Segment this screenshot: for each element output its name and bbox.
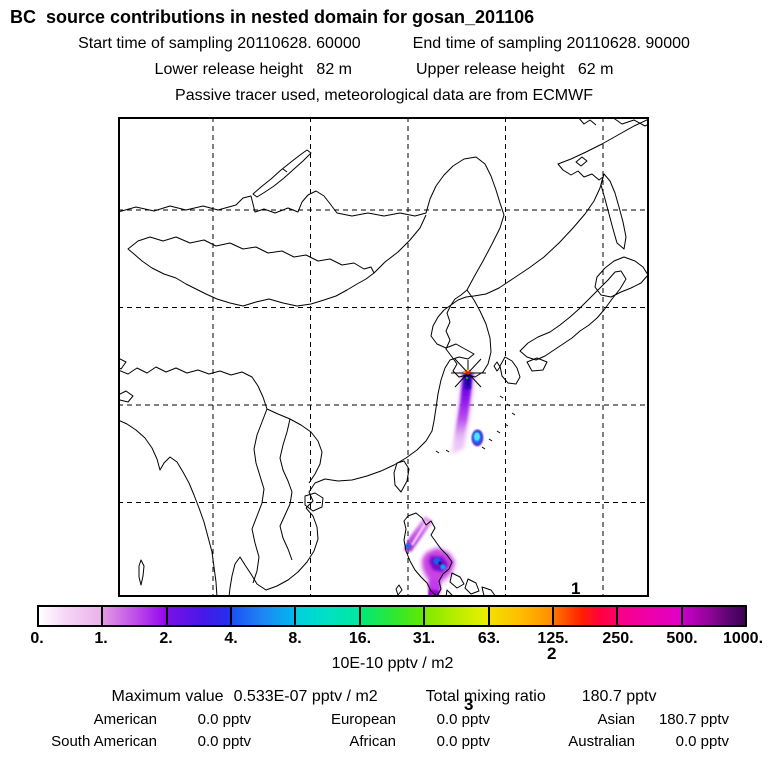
region-value: 0.0 pptv <box>436 733 490 750</box>
colorbar-tick: 1000. <box>722 630 764 647</box>
colorbar-segment <box>232 607 297 625</box>
colorbar-segment <box>682 607 745 625</box>
end-time-text: End time of sampling 20110628. 90000 <box>412 35 690 52</box>
colorbar-tick: 8. <box>288 630 302 647</box>
colorbar-tick: 0. <box>30 630 44 647</box>
region-value: 0.0 pptv <box>197 711 251 728</box>
maximum-value-label: Maximum value <box>111 688 224 705</box>
total-mixing-ratio-label: Total mixing ratio <box>425 688 546 705</box>
colorbar-segment <box>39 607 104 625</box>
region-label: African <box>349 733 396 750</box>
region-pair: Australian 0.0 pptv <box>517 733 729 750</box>
region-label: South American <box>51 733 157 750</box>
map-canvas <box>118 117 649 597</box>
colorbar-tick: 31. <box>412 630 436 647</box>
tracer-note-line: Passive tracer used, meteorological data… <box>0 87 768 105</box>
colorbar-segment <box>425 607 490 625</box>
latlon-grid <box>118 117 649 597</box>
map-panel: 1 2 3 <box>118 117 649 713</box>
colorbar-segment <box>618 607 683 625</box>
region-pair: Asian 180.7 pptv <box>517 711 729 728</box>
colorbar-segment <box>360 607 426 625</box>
colorbar-segment <box>167 607 233 625</box>
colorbar-segment <box>553 607 619 625</box>
colorbar-tick: 250. <box>602 630 634 647</box>
colorbar-unit-label: 10E-10 pptv / m2 <box>331 655 454 672</box>
start-time-text: Start time of sampling 20110628. 60000 <box>78 35 361 52</box>
colorbar-tick: 125. <box>537 630 569 647</box>
region-value: 0.0 pptv <box>675 733 729 750</box>
coastlines <box>118 117 649 597</box>
colorbar-tick: 63. <box>477 630 501 647</box>
region-value: 180.7 pptv <box>658 711 729 728</box>
region-value: 0.0 pptv <box>197 733 251 750</box>
region-label: European <box>330 711 396 728</box>
page-title: BC source contributions in nested domain… <box>10 7 535 27</box>
colorbar-segment <box>296 607 361 625</box>
gosan-site-marker <box>451 358 486 388</box>
lower-release-text: Lower release height 82 m <box>154 61 352 78</box>
region-pair: American 0.0 pptv <box>39 711 251 728</box>
region-contribution-row: American 0.0 pptv European 0.0 pptv Asia… <box>39 711 729 728</box>
colorbar-tick: 4. <box>224 630 238 647</box>
maximum-value-text: 0.533E-07 pptv / m2 <box>233 688 378 705</box>
region-label: Asian <box>597 711 635 728</box>
map-border <box>118 117 649 597</box>
upper-release-text: Upper release height 62 m <box>416 61 614 78</box>
colorbar-segment <box>103 607 168 625</box>
colorbar-tick: 500. <box>666 630 698 647</box>
colorbar-tick: 2. <box>159 630 173 647</box>
plume-label-1: 1 <box>571 579 581 598</box>
plume-label-2: 2 <box>547 644 557 663</box>
region-pair: African 0.0 pptv <box>278 733 490 750</box>
colorbar-tick: 16. <box>348 630 372 647</box>
region-value: 0.0 pptv <box>436 711 490 728</box>
region-label: Australian <box>568 733 635 750</box>
stats-summary-line: Maximum value 0.533E-07 pptv / m2 Total … <box>0 688 768 706</box>
plume-blob-east-china-sea <box>471 429 484 447</box>
plume-visayas-blob <box>421 548 455 597</box>
colorbar-tick: 1. <box>94 630 108 647</box>
tracer-note-text: Passive tracer used, meteorological data… <box>175 87 593 104</box>
release-height-line: Lower release height 82 m Upper release … <box>0 61 768 79</box>
colorbar-segment <box>489 607 554 625</box>
region-pair: European 0.0 pptv <box>278 711 490 728</box>
spacer <box>378 688 426 706</box>
region-label: American <box>93 711 157 728</box>
plume-label-3: 3 <box>464 695 474 714</box>
colorbar <box>37 605 747 627</box>
total-mixing-ratio-text: 180.7 pptv <box>581 688 657 705</box>
region-pair: South American 0.0 pptv <box>39 733 251 750</box>
region-contribution-row: South American 0.0 pptv African 0.0 pptv… <box>39 733 729 750</box>
sampling-time-line: Start time of sampling 20110628. 60000 E… <box>0 35 768 53</box>
